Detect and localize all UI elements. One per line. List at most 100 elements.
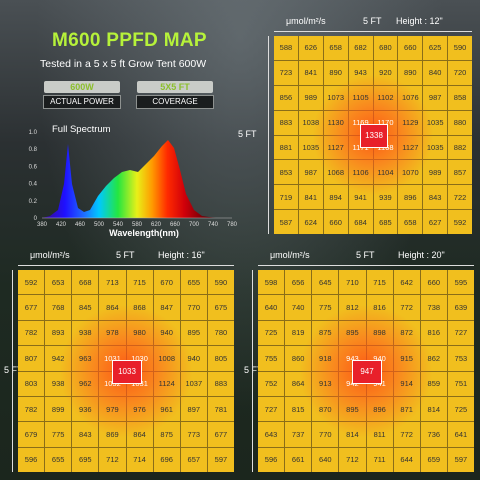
ppfd-grid-background bbox=[274, 36, 472, 234]
spectrum-xtick: 740 bbox=[208, 222, 219, 228]
ppfd-cell: 736 bbox=[427, 429, 441, 439]
ppfd-cell: 711 bbox=[373, 455, 386, 465]
ppfd-cell: 727 bbox=[454, 328, 468, 338]
ppfd-cell: 816 bbox=[427, 328, 441, 338]
ppfd-cell: 811 bbox=[373, 429, 386, 439]
ppfd-cell: 660 bbox=[404, 43, 417, 53]
ppfd-cell: 871 bbox=[400, 404, 413, 414]
ppfd-cell: 720 bbox=[453, 68, 467, 78]
depth-label: 5 FT bbox=[4, 365, 23, 375]
ppfd-cell: 869 bbox=[106, 429, 119, 439]
width-label: 5 FT bbox=[116, 250, 135, 260]
grid-cell-bg bbox=[448, 110, 472, 135]
ppfd-cell: 1130 bbox=[327, 118, 344, 128]
ppfd-cell: 679 bbox=[24, 429, 38, 439]
grid-cell-bg bbox=[258, 346, 285, 371]
ppfd-cell: 722 bbox=[453, 192, 467, 202]
ppfd-cell: 989 bbox=[428, 167, 442, 177]
ppfd-cell: 587 bbox=[279, 217, 293, 227]
ppfd-cell: 864 bbox=[291, 379, 305, 389]
grid-cell-bg bbox=[348, 210, 373, 234]
ppfd-cell: 864 bbox=[133, 429, 146, 439]
ppfd-cell: 872 bbox=[400, 328, 413, 338]
spectrum-xtick: 460 bbox=[75, 222, 86, 228]
ppfd-cell: 840 bbox=[428, 68, 442, 78]
width-dimension-line bbox=[18, 265, 234, 266]
ppfd-cell: 913 bbox=[319, 379, 332, 389]
grid-cell-bg bbox=[339, 447, 366, 472]
grid-cell-bg bbox=[18, 320, 45, 346]
ppfd-cell: 781 bbox=[214, 404, 228, 414]
grid-cell-bg bbox=[323, 36, 348, 60]
ppfd-cell: 819 bbox=[291, 328, 305, 338]
ppfd-cell: 883 bbox=[279, 118, 293, 128]
grid-cell-bg bbox=[258, 447, 285, 472]
ppfd-cell: 942 bbox=[51, 353, 65, 363]
ppfd-cell: 642 bbox=[400, 277, 413, 287]
ppfd-cell: 780 bbox=[214, 328, 228, 338]
ppfd-cell: 714 bbox=[133, 455, 146, 465]
ppfd-cell: 870 bbox=[319, 404, 332, 414]
ppfd-cell: 625 bbox=[428, 43, 442, 53]
ppfd-cell: 695 bbox=[79, 455, 92, 465]
grid-cell-bg bbox=[258, 396, 285, 422]
center-ppfd-value: 1338 bbox=[360, 123, 388, 149]
width-dimension-line bbox=[258, 265, 474, 266]
ppfd-cell: 987 bbox=[428, 93, 442, 103]
grid-cell-bg bbox=[285, 447, 312, 472]
grid-cell-bg bbox=[274, 36, 298, 60]
ppfd-cell: 1102 bbox=[377, 93, 394, 103]
ppfd-cell: 1073 bbox=[327, 93, 345, 103]
grid-cell-bg bbox=[258, 295, 285, 320]
grid-cell-bg bbox=[398, 210, 423, 234]
ppfd-cell: 596 bbox=[264, 455, 278, 465]
ppfd-cell: 920 bbox=[379, 68, 392, 78]
ppfd-cell: 627 bbox=[428, 217, 442, 227]
grid-cell-bg bbox=[274, 135, 298, 160]
grid-cell-bg bbox=[126, 270, 153, 295]
grid-cell-bg bbox=[18, 422, 45, 447]
ppfd-cell: 624 bbox=[304, 217, 318, 227]
ppfd-cell: 782 bbox=[24, 328, 38, 338]
ppfd-cell: 1070 bbox=[401, 167, 419, 177]
ppfd-cell: 772 bbox=[400, 429, 413, 439]
ppfd-cell: 881 bbox=[279, 142, 293, 152]
ppfd-cell: 656 bbox=[291, 277, 305, 287]
grid-cell-bg bbox=[99, 447, 126, 472]
width-dimension-line bbox=[274, 31, 472, 32]
ppfd-cell: 725 bbox=[454, 404, 468, 414]
ppfd-cell: 592 bbox=[24, 277, 38, 287]
ppfd-cell: 1104 bbox=[377, 167, 394, 177]
ppfd-cell: 1068 bbox=[327, 167, 345, 177]
ppfd-cell: 841 bbox=[304, 192, 318, 202]
ppfd-cell: 989 bbox=[304, 93, 318, 103]
ppfd-cell: 841 bbox=[304, 68, 318, 78]
spectrum-ytick: 0.6 bbox=[29, 164, 38, 170]
page-title: M600 PPFD MAP bbox=[52, 30, 207, 51]
ppfd-cell: 712 bbox=[106, 455, 119, 465]
spectrum-xtick: 420 bbox=[56, 222, 67, 228]
grid-cell-bg bbox=[45, 447, 72, 472]
ppfd-cell: 1038 bbox=[302, 118, 320, 128]
ppfd-cell: 895 bbox=[346, 404, 359, 414]
page-subtitle: Tested in a 5 x 5 ft Grow Tent 600W bbox=[40, 58, 207, 70]
ppfd-cell: 677 bbox=[214, 429, 228, 439]
grid-cell-bg bbox=[207, 371, 234, 396]
ppfd-cell: 770 bbox=[187, 303, 201, 313]
spectrum-xtick: 700 bbox=[189, 222, 200, 228]
spectrum-xtick: 580 bbox=[132, 222, 143, 228]
ppfd-cell: 659 bbox=[427, 455, 441, 465]
ppfd-cell: 682 bbox=[354, 43, 367, 53]
ppfd-cell: 653 bbox=[51, 277, 65, 287]
ppfd-cell: 1008 bbox=[158, 353, 176, 363]
grid-cell-bg bbox=[274, 110, 298, 135]
grid-cell-bg bbox=[348, 36, 373, 60]
grid-cell-bg bbox=[448, 160, 472, 185]
ppfd-cell: 883 bbox=[214, 379, 228, 389]
coverage-badge-label: COVERAGE bbox=[136, 95, 214, 109]
depth-label: 5 FT bbox=[244, 365, 263, 375]
height-label: Height : 16" bbox=[158, 250, 205, 260]
grid-cell-bg bbox=[18, 346, 45, 371]
grid-cell-bg bbox=[448, 210, 472, 234]
ppfd-cell: 814 bbox=[427, 404, 441, 414]
